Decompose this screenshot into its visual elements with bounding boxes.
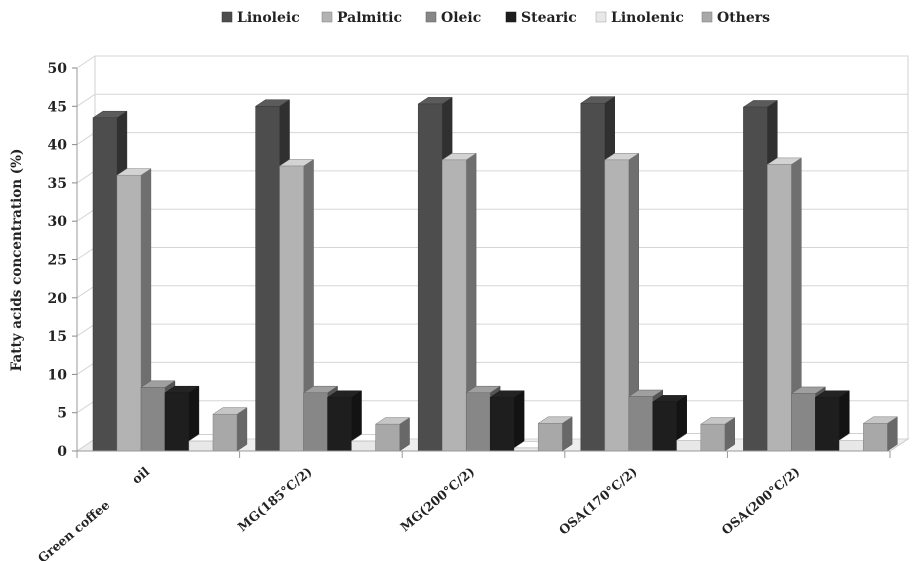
x-category-line: OSA(170°C/2)	[556, 464, 640, 538]
x-category-line: MG(185°C/2)	[235, 464, 315, 535]
bar-others-3	[699, 417, 736, 452]
y-axis-title: Fatty acids concentration (%)	[9, 149, 25, 372]
bar-stearic-0	[164, 385, 200, 452]
y-tick-label: 35	[48, 176, 67, 192]
legend: Linoleic Palmitic Oleic Stearic Linolenic Oth…	[221, 10, 770, 26]
legend-label: Oleic	[441, 10, 481, 26]
bars-layer	[92, 96, 899, 452]
x-category-line: OSA(200°C/2)	[719, 464, 803, 538]
y-tick-label: 30	[48, 214, 68, 230]
x-category-label: MG(185°C/2)	[235, 464, 315, 535]
y-tick-label: 15	[48, 329, 67, 345]
bar-others-1	[374, 417, 411, 452]
gridline-side	[76, 170, 96, 184]
y-tick-label: 45	[48, 99, 67, 115]
gridline-side	[76, 132, 96, 146]
y-tick-label: 5	[57, 406, 67, 422]
legend-swatch	[321, 11, 333, 23]
gridline-side	[76, 323, 96, 337]
bar-palmitic-1	[278, 158, 315, 452]
y-tick-label: 0	[57, 444, 67, 460]
legend-swatch	[425, 11, 437, 23]
legend-swatch	[221, 11, 233, 23]
x-category-line: Green coffee	[35, 497, 113, 561]
y-tick-label: 25	[48, 253, 67, 269]
bar-stearic-3	[651, 394, 688, 452]
legend-item-palmitic: Palmitic	[321, 10, 402, 26]
bar-palmitic-4	[766, 157, 803, 452]
legend-swatch	[595, 11, 607, 23]
y-tick-label: 40	[48, 138, 68, 154]
bar-others-2	[537, 416, 573, 452]
bar-others-0	[212, 407, 248, 452]
y-tick-label: 50	[48, 61, 68, 77]
bar-stearic-4	[814, 390, 851, 452]
legend-label: Others	[717, 10, 770, 26]
x-category-line: oil	[129, 464, 152, 487]
bar-others-4	[862, 416, 899, 452]
bar-stearic-2	[489, 390, 525, 452]
gridline-side	[76, 55, 96, 69]
gridline-side	[76, 438, 96, 452]
gridline-side	[76, 285, 96, 299]
legend-swatch	[701, 11, 713, 23]
legend-swatch	[505, 11, 517, 23]
legend-item-linolenic: Linolenic	[595, 10, 684, 26]
x-category-label: MG(200°C/2)	[397, 464, 477, 535]
x-category-label: Green coffee oil	[35, 464, 153, 561]
x-category-line: MG(200°C/2)	[397, 464, 477, 535]
legend-item-oleic: Oleic	[425, 10, 481, 26]
legend-label: Palmitic	[337, 10, 402, 26]
gridline-side	[76, 247, 96, 260]
gridline-side	[76, 93, 96, 107]
y-tick-label: 10	[48, 367, 68, 383]
bar-palmitic-3	[603, 152, 640, 452]
legend-label: Stearic	[521, 10, 577, 26]
gridline-side	[76, 361, 96, 375]
bar-palmitic-2	[441, 152, 477, 452]
legend-label: Linolenic	[611, 10, 684, 26]
legend-item-linoleic: Linoleic	[221, 10, 300, 26]
x-category-label: OSA(200°C/2)	[719, 464, 803, 538]
x-category-label: OSA(170°C/2)	[556, 464, 640, 538]
legend-item-others: Others	[701, 10, 770, 26]
gridline-side	[76, 400, 96, 414]
y-tick-label: 20	[48, 291, 68, 307]
legend-label: Linoleic	[237, 10, 300, 26]
gridline-side	[76, 208, 96, 222]
legend-item-stearic: Stearic	[505, 10, 577, 26]
